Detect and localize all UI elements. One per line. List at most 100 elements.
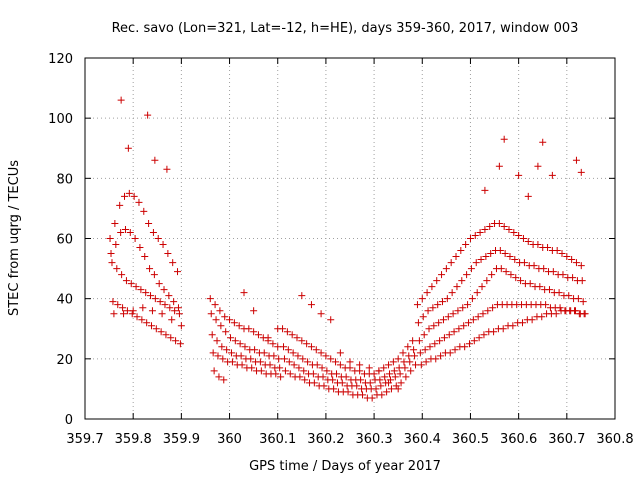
data-point [241, 343, 249, 351]
data-point [463, 271, 471, 279]
data-point [556, 304, 564, 312]
data-point [545, 286, 553, 294]
x-tick-label: 359.8 [115, 432, 152, 447]
data-point [223, 346, 231, 354]
data-point [428, 283, 436, 291]
y-tick-label: 100 [48, 112, 73, 127]
data-point [281, 367, 289, 375]
data-point [450, 328, 458, 336]
data-point [313, 361, 321, 369]
data-point [471, 231, 479, 239]
data-point [578, 277, 586, 285]
data-point [126, 228, 134, 236]
data-point [286, 370, 294, 378]
data-point [423, 289, 431, 297]
data-point [444, 313, 452, 321]
data-point [553, 247, 561, 255]
data-point [276, 364, 284, 372]
data-point [113, 265, 121, 273]
data-point [322, 352, 330, 360]
data-point [294, 352, 302, 360]
data-point [298, 292, 306, 300]
data-point [497, 265, 505, 273]
data-point [507, 271, 515, 279]
data-point [147, 292, 155, 300]
data-point [386, 370, 394, 378]
data-point [436, 337, 444, 345]
data-point [342, 373, 350, 381]
data-point [228, 358, 236, 366]
data-point [309, 370, 317, 378]
data-point [401, 364, 409, 372]
data-point [502, 268, 510, 276]
data-point [372, 385, 380, 393]
data-point [437, 352, 445, 360]
x-tick-label: 360.5 [452, 432, 489, 447]
data-point [177, 322, 185, 330]
data-point [122, 277, 130, 285]
data-point [465, 340, 473, 348]
data-point [495, 219, 503, 227]
data-point [534, 162, 542, 170]
y-tick-label: 0 [65, 413, 73, 428]
data-point [530, 262, 538, 270]
data-point [231, 337, 239, 345]
data-point [206, 295, 214, 303]
data-point [227, 334, 235, 342]
x-axis-label: GPS time / Days of year 2017 [249, 459, 441, 474]
data-point [424, 307, 432, 315]
x-tick-label: 360.6 [500, 432, 537, 447]
data-point [165, 292, 173, 300]
data-point [218, 343, 226, 351]
data-point [109, 298, 117, 306]
data-point [366, 379, 374, 387]
data-point [162, 331, 170, 339]
data-point [270, 352, 278, 360]
data-point [251, 346, 259, 354]
data-point [157, 328, 165, 336]
data-point [168, 316, 176, 324]
data-point [478, 283, 486, 291]
data-point [559, 271, 567, 279]
data-point [520, 259, 528, 267]
data-point [425, 325, 433, 333]
data-point [376, 376, 384, 384]
data-point [558, 250, 566, 258]
data-point [227, 349, 235, 357]
data-point [458, 277, 466, 285]
data-point [569, 274, 577, 282]
data-point [208, 331, 216, 339]
data-point [359, 391, 367, 399]
data-point [158, 310, 166, 318]
data-point [312, 346, 320, 354]
y-tick-label: 40 [56, 293, 73, 308]
data-point [420, 331, 428, 339]
data-point [447, 259, 455, 267]
data-point [402, 373, 410, 381]
data-point [156, 298, 164, 306]
data-point [476, 228, 484, 236]
data-point [216, 307, 224, 315]
data-point [517, 277, 525, 285]
data-point [381, 373, 389, 381]
data-point [332, 358, 340, 366]
data-point [114, 301, 122, 309]
data-point [329, 376, 337, 384]
data-point [211, 301, 219, 309]
data-point [144, 111, 152, 119]
data-point [438, 271, 446, 279]
data-point [125, 189, 133, 197]
data-point [136, 244, 144, 252]
data-point [317, 349, 325, 357]
data-point [219, 355, 227, 363]
data-point [422, 358, 430, 366]
data-point [473, 289, 481, 297]
data-point [431, 340, 439, 348]
data-point [304, 358, 312, 366]
data-point [409, 337, 417, 345]
data-point [510, 228, 518, 236]
data-point [418, 295, 426, 303]
data-point [250, 328, 258, 336]
data-point [303, 340, 311, 348]
data-point [479, 310, 487, 318]
